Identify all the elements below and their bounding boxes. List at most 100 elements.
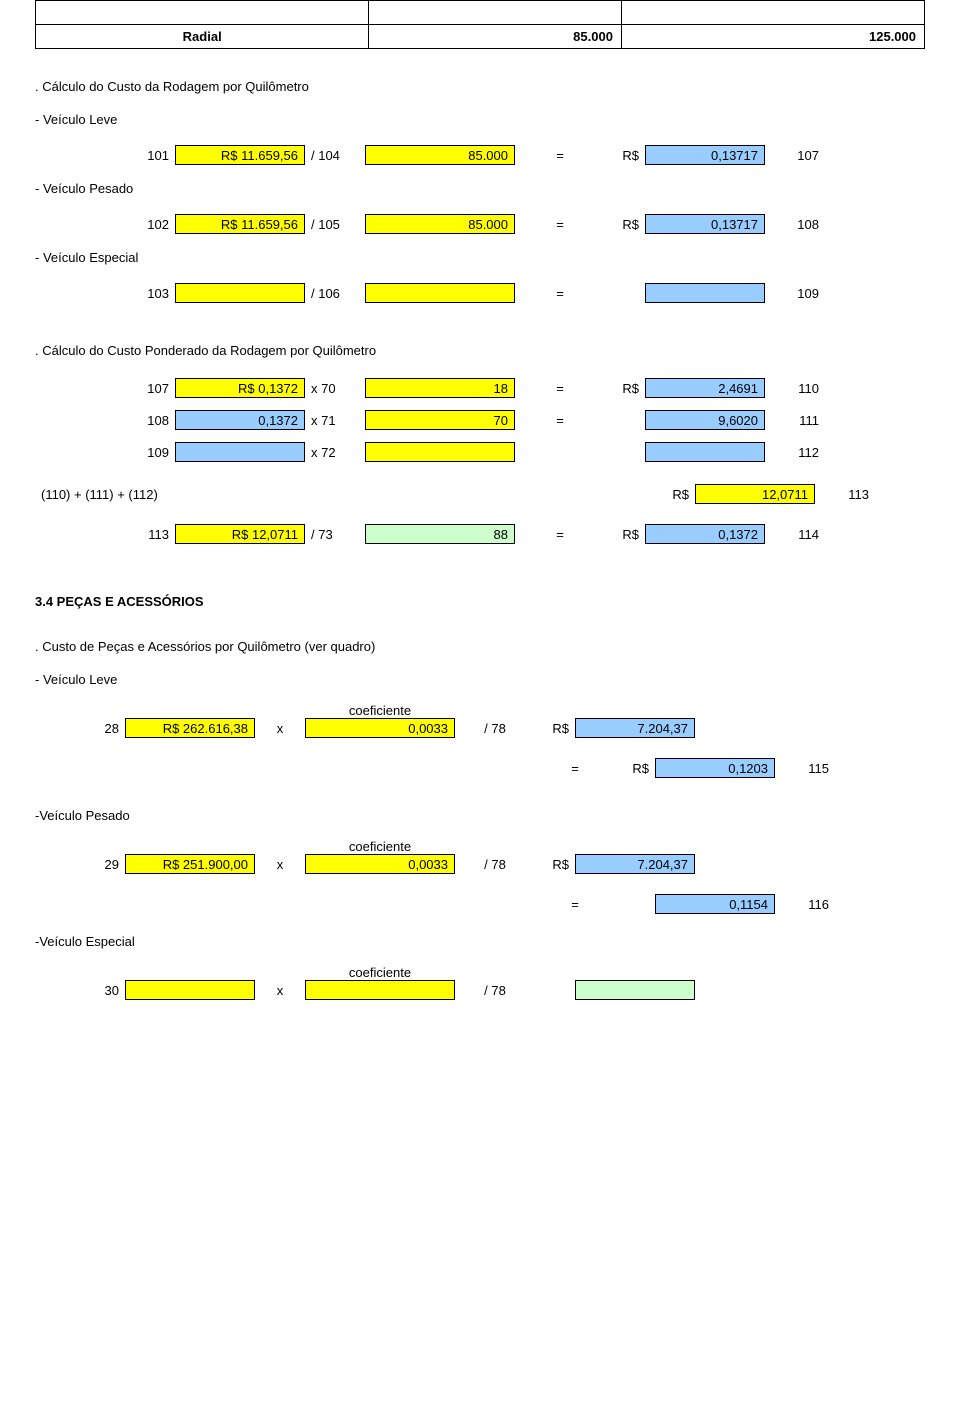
input-cell: 70: [365, 410, 515, 430]
operator: x: [255, 718, 305, 738]
index-label: 108: [115, 410, 175, 430]
calc-row: 30 x coeficiente / 78: [35, 965, 925, 1000]
operator: / 78: [455, 854, 535, 874]
result-row: = 0,1154 116: [35, 892, 925, 914]
vehicle-label: - Veículo Leve: [35, 112, 925, 127]
calc-row: 103 / 106 = 109: [35, 281, 925, 303]
coef-stack: coeficiente 0,0033: [305, 703, 455, 738]
table-cell: 125.000: [621, 25, 924, 49]
calc-row: 29 R$ 251.900,00 x coeficiente 0,0033 / …: [35, 839, 925, 874]
calc-row: 28 R$ 262.616,38 x coeficiente 0,0033 / …: [35, 703, 925, 738]
index-label: 28: [85, 718, 125, 738]
input-cell: 0,1372: [175, 410, 305, 430]
currency-label: R$: [615, 758, 655, 778]
sum-label: (110) + (111) + (112): [35, 484, 565, 504]
index-label: 101: [115, 145, 175, 165]
index-label: 116: [775, 894, 835, 914]
index-label: 29: [85, 854, 125, 874]
table-cell: 85.000: [369, 25, 622, 49]
result-cell: 0,1203: [655, 758, 775, 778]
calc-row: 108 0,1372 x 71 70 = 9,6020 111: [35, 408, 925, 430]
currency-label: R$: [655, 484, 695, 504]
index-label: 109: [765, 283, 825, 303]
currency-label: [605, 410, 645, 430]
coef-stack: coeficiente: [305, 965, 455, 1000]
value-cell: 7.204,37: [575, 718, 695, 738]
currency-label: R$: [535, 854, 575, 874]
input-cell: 0,0033: [305, 718, 455, 738]
vehicle-label: - Veículo Especial: [35, 250, 925, 265]
result-cell: 0,1154: [655, 894, 775, 914]
coef-label: coeficiente: [349, 703, 411, 718]
index-label: 108: [765, 214, 825, 234]
input-cell: R$ 11.659,56: [175, 145, 305, 165]
vehicle-label: - Veículo Pesado: [35, 181, 925, 196]
result-cell: [645, 283, 765, 303]
currency-label: [605, 442, 645, 462]
index-label: 112: [765, 442, 825, 462]
currency-label: R$: [605, 378, 645, 398]
operator: / 73: [305, 524, 365, 544]
equals: =: [515, 214, 605, 234]
section-title: . Custo de Peças e Acessórios por Quilôm…: [35, 639, 925, 654]
operator: / 105: [305, 214, 365, 234]
index-label: 103: [115, 283, 175, 303]
section-title: . Cálculo do Custo da Rodagem por Quilôm…: [35, 79, 925, 94]
input-cell: [365, 283, 515, 303]
calc-row: 109 x 72 112: [35, 440, 925, 462]
index-label: 115: [775, 758, 835, 778]
table-cell: [369, 1, 622, 25]
table-cell: [621, 1, 924, 25]
result-cell: 9,6020: [645, 410, 765, 430]
result-row: = R$ 0,1203 115: [35, 756, 925, 778]
currency-label: R$: [535, 718, 575, 738]
input-cell: [365, 442, 515, 462]
input-cell: [305, 980, 455, 1000]
equals: =: [515, 410, 605, 430]
input-cell: [175, 283, 305, 303]
equals: =: [535, 894, 615, 914]
index-label: 113: [115, 524, 175, 544]
currency-label: R$: [605, 524, 645, 544]
table-cell: Radial: [36, 25, 369, 49]
equals: =: [535, 758, 615, 778]
result-cell: 0,13717: [645, 145, 765, 165]
coef-label: coeficiente: [349, 965, 411, 980]
calc-row: 113 R$ 12,0711 / 73 88 = R$ 0,1372 114: [35, 522, 925, 544]
operator: x 72: [305, 442, 365, 462]
input-cell: [125, 980, 255, 1000]
result-cell: [645, 442, 765, 462]
input-cell: R$ 11.659,56: [175, 214, 305, 234]
input-cell: R$ 251.900,00: [125, 854, 255, 874]
operator: x: [255, 854, 305, 874]
table-row: Radial 85.000 125.000: [36, 25, 925, 49]
vehicle-label: -Veículo Especial: [35, 934, 925, 949]
index-label: 107: [765, 145, 825, 165]
index-label: 30: [85, 980, 125, 1000]
coef-label: coeficiente: [349, 839, 411, 854]
operator: x 70: [305, 378, 365, 398]
spacer: [565, 484, 655, 504]
operator: / 106: [305, 283, 365, 303]
index-label: 109: [115, 442, 175, 462]
result-cell: 2,4691: [645, 378, 765, 398]
table-row: [36, 1, 925, 25]
index-label: 114: [765, 524, 825, 544]
input-cell: 85.000: [365, 145, 515, 165]
input-cell: 85.000: [365, 214, 515, 234]
currency-label: R$: [605, 145, 645, 165]
section-title: . Cálculo do Custo Ponderado da Rodagem …: [35, 343, 925, 358]
equals: =: [515, 378, 605, 398]
input-cell: 0,0033: [305, 854, 455, 874]
equals: =: [515, 524, 605, 544]
input-cell: [175, 442, 305, 462]
calc-row: 107 R$ 0,1372 x 70 18 = R$ 2,4691 110: [35, 376, 925, 398]
operator: / 78: [455, 718, 535, 738]
coef-stack: coeficiente 0,0033: [305, 839, 455, 874]
sum-row: (110) + (111) + (112) R$ 12,0711 113: [35, 482, 925, 504]
table-cell: [36, 1, 369, 25]
result-cell: 12,0711: [695, 484, 815, 504]
index-label: 102: [115, 214, 175, 234]
value-cell: 7.204,37: [575, 854, 695, 874]
result-cell: 0,13717: [645, 214, 765, 234]
